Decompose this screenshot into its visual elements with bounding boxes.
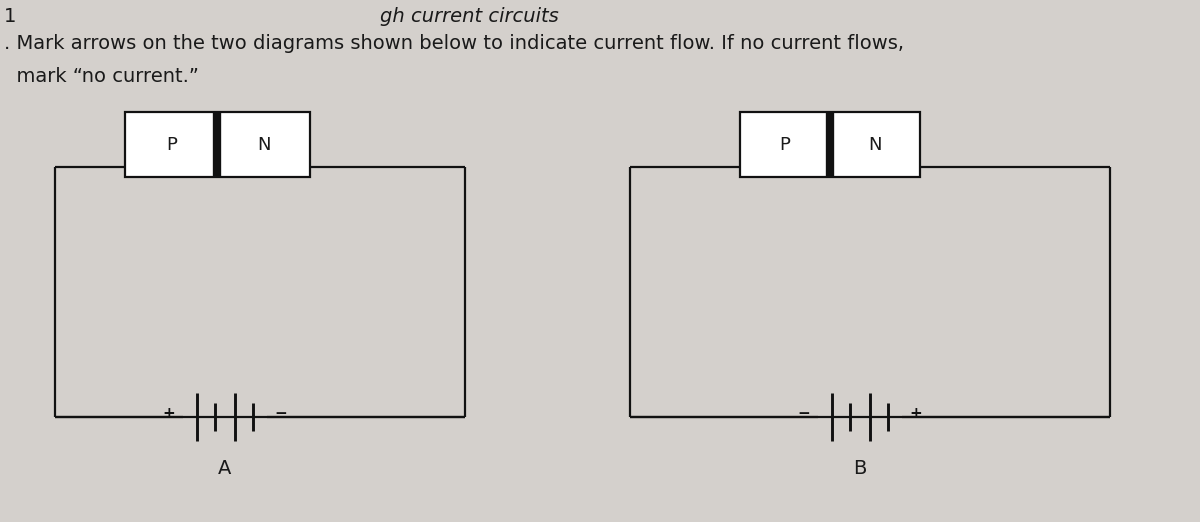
Text: . Mark arrows on the two diagrams shown below to indicate current flow. If no cu: . Mark arrows on the two diagrams shown … — [4, 34, 904, 53]
Text: N: N — [257, 136, 270, 153]
Text: gh current circuits: gh current circuits — [380, 7, 559, 26]
Text: B: B — [853, 459, 866, 478]
Text: 1: 1 — [4, 7, 17, 26]
Text: P: P — [780, 136, 791, 153]
Text: P: P — [166, 136, 176, 153]
Text: +: + — [163, 406, 175, 421]
Bar — [740, 112, 920, 177]
Text: A: A — [218, 459, 232, 478]
Text: N: N — [869, 136, 882, 153]
Text: −: − — [798, 406, 810, 421]
Text: mark “no current.”: mark “no current.” — [4, 67, 199, 86]
Text: −: − — [275, 406, 287, 421]
Bar — [125, 112, 310, 177]
Text: +: + — [910, 406, 923, 421]
